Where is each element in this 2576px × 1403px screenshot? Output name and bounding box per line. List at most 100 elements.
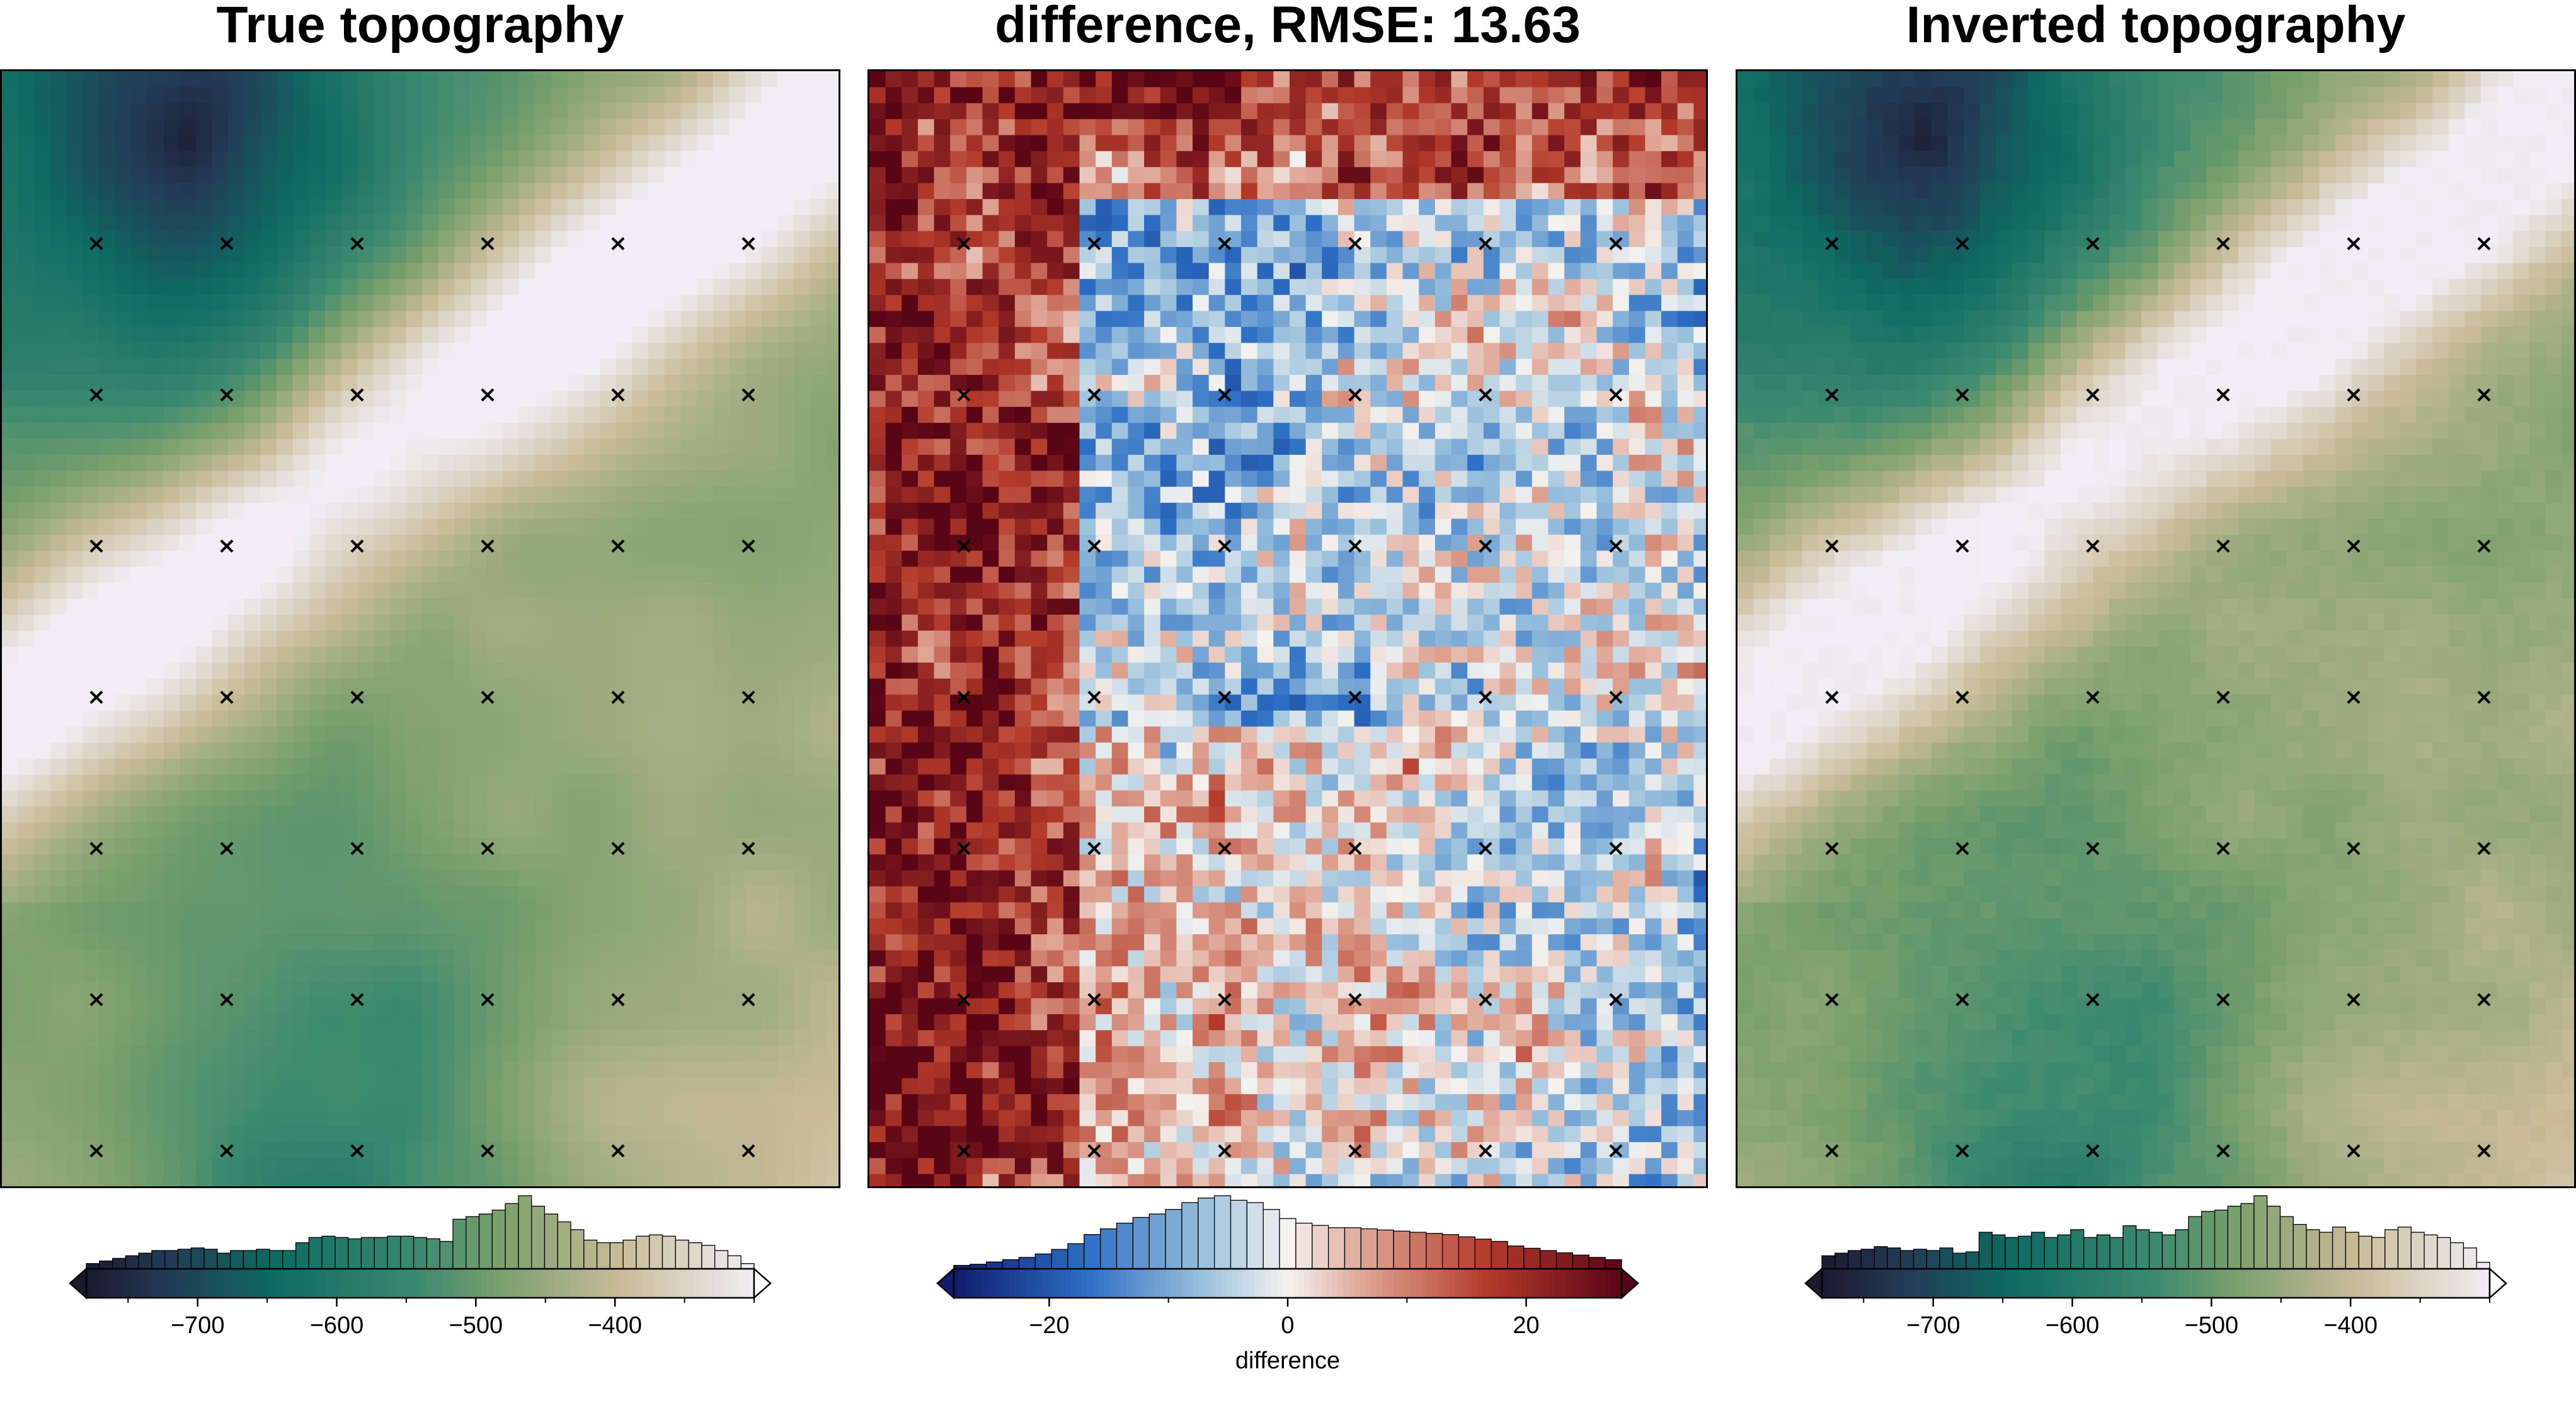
control-point-marker: × [1085,684,1104,710]
histogram-bin [518,1195,532,1269]
histogram-bin [2109,1237,2124,1269]
colorbar-tick-label: −600 [310,1312,364,1339]
histogram-bin [1051,1249,1068,1269]
control-point-marker: × [348,987,367,1012]
control-point-marker: × [954,382,973,408]
control-point-marker: × [87,382,106,408]
histogram-bin [295,1242,309,1269]
control-point-marker: × [1953,231,1972,256]
colorbar-tick-label: −400 [2323,1312,2378,1339]
control-point-marker: × [1215,1138,1234,1164]
histogram-bin [1507,1246,1525,1269]
histogram-bin [1148,1213,1166,1269]
histogram-bin [2279,1216,2294,1269]
control-point-marker: × [1346,231,1365,256]
histogram-bin [1327,1227,1346,1269]
control-point-marker: × [609,835,627,861]
histogram-bin [478,1213,493,1269]
control-point-marker: × [1346,684,1365,710]
colorbar-histogram [953,1195,1622,1269]
colorbar-gradient [86,1269,755,1298]
histogram-bin [2253,1195,2268,1269]
control-point-marker: × [1823,987,1841,1012]
histogram-bin [112,1257,127,1269]
control-point-marker: × [2214,1138,2233,1164]
histogram-bin [125,1255,139,1269]
colorbar-min-arrow [69,1267,88,1300]
colorbar-histogram [1821,1195,2490,1269]
histogram-bin [1034,1253,1052,1269]
histogram-bin [1605,1259,1622,1269]
histogram-bin [1835,1252,1849,1269]
control-point-marker: × [1085,533,1104,559]
histogram-bin [2240,1203,2255,1269]
control-point-marker: × [1823,382,1841,408]
control-point-marker: × [478,533,497,559]
histogram-bin [2083,1237,2098,1269]
colorbar-tick-label: −500 [2185,1312,2239,1339]
histogram-bin [387,1235,401,1269]
control-point-marker: × [1953,987,1972,1012]
control-point-marker: × [1606,1138,1625,1164]
colorbar-tick-label: −400 [588,1312,642,1339]
control-point-marker: × [87,684,106,710]
histogram-bin [190,1247,205,1269]
control-point-marker: × [2344,835,2363,861]
histogram-bin [203,1249,218,1269]
histogram-bin [1572,1254,1589,1269]
colorbar-max-arrow [1620,1267,1639,1300]
histogram-bin [636,1235,650,1269]
colorbar-tick-label: 0 [1281,1312,1294,1339]
colorbar-gradient [954,1269,1622,1298]
colorbar-label: difference [1235,1348,1340,1374]
control-point-marker: × [609,533,627,559]
control-point-marker: × [87,835,106,861]
colorbar-tick-label: 20 [1513,1312,1539,1339]
histogram-bin [2201,1211,2216,1269]
histogram-bin [2096,1234,2110,1269]
control-point-marker: × [2083,231,2102,256]
control-point-marker: × [348,1138,367,1164]
histogram-bin [1555,1252,1574,1269]
control-point-marker: × [217,533,236,559]
control-point-marker: × [348,231,367,256]
histogram-bin [1246,1202,1264,1269]
control-point-marker: × [87,987,106,1012]
histogram-bin [2070,1229,2085,1269]
histogram-bin [1165,1209,1182,1269]
histogram-bin [1295,1222,1313,1269]
histogram-bin [1991,1234,2006,1269]
control-point-marker: × [2344,231,2363,256]
histogram-bin [99,1260,113,1269]
control-point-marker: × [1823,835,1841,861]
histogram-bin [2463,1247,2477,1269]
control-point-marker: × [217,684,236,710]
control-point-marker: × [1823,684,1841,710]
control-point-marker: × [2344,1138,2363,1164]
control-point-marker: × [1346,987,1365,1012]
histogram-bin [1965,1251,1980,1269]
histogram-bin [1377,1229,1394,1269]
control-point-marker: × [1823,533,1841,559]
heatmap-cells [2,71,839,1186]
control-point-marker: × [2214,835,2233,861]
heatmap-cells [869,71,1706,1186]
control-point-marker: × [1215,382,1234,408]
control-point-marker: × [2083,382,2102,408]
control-point-marker: × [1476,684,1495,710]
colorbar-tick-label: −500 [449,1312,503,1339]
histogram-bin [1441,1234,1460,1269]
control-point-marker: × [2475,987,2493,1012]
control-point-marker: × [1606,382,1625,408]
colorbar-min-arrow [936,1267,955,1300]
control-point-marker: × [2475,382,2493,408]
control-point-marker: × [2214,382,2233,408]
histogram-bin [1360,1228,1378,1269]
control-point-marker: × [2214,231,2233,256]
histogram-bin [1279,1218,1297,1269]
control-point-marker: × [954,987,973,1012]
histogram-bin [2227,1205,2241,1269]
control-point-marker: × [2344,533,2363,559]
control-point-marker: × [954,1138,973,1164]
histogram-bin [2057,1234,2071,1269]
